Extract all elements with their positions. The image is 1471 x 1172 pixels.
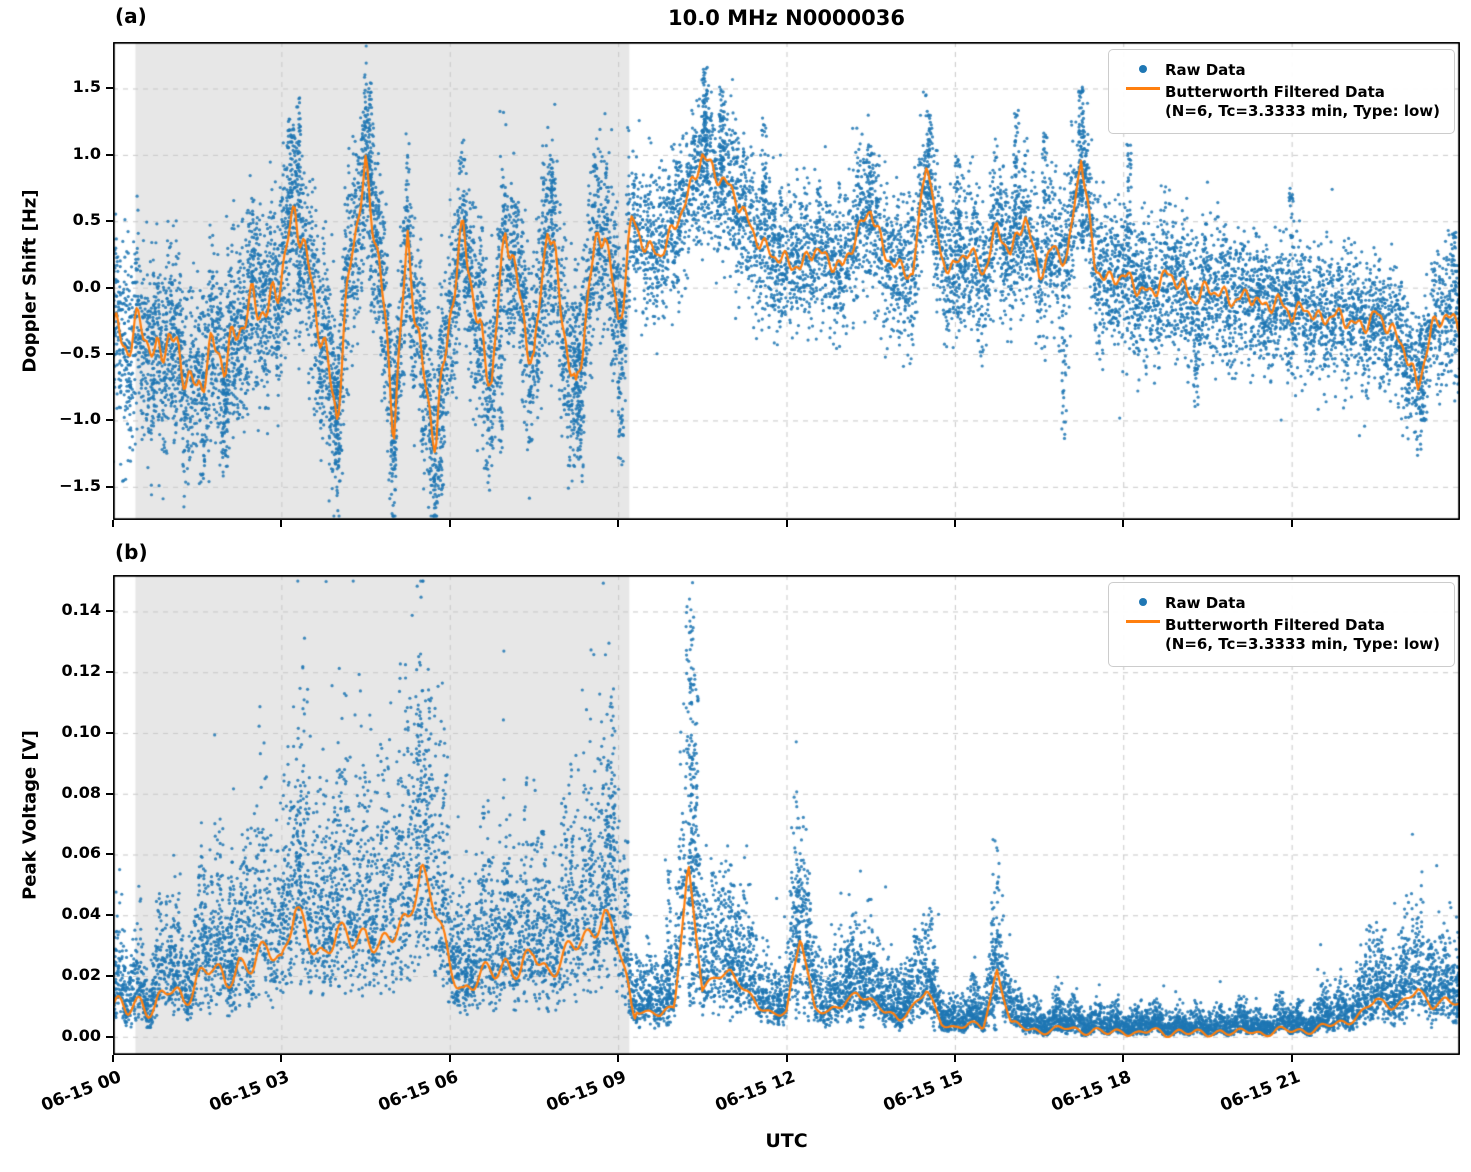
raw-data-marker-icon (1138, 598, 1147, 606)
x-tick-mark (448, 520, 451, 527)
y-tick-mark (106, 485, 113, 488)
y-tick-mark (106, 671, 113, 674)
y-tick-label: 0.06 (61, 843, 101, 863)
y-tick-mark (106, 220, 113, 223)
x-tick-label: 06-15 21 (1217, 1067, 1303, 1116)
x-tick-label: 06-15 18 (1048, 1067, 1135, 1116)
x-tick-mark (1122, 520, 1125, 527)
panel-b-ylabel: Peak Voltage [V] (19, 730, 41, 900)
y-tick-label: 0.04 (61, 904, 101, 924)
x-tick-mark (1122, 1055, 1125, 1062)
y-tick-label: −1.0 (59, 409, 101, 429)
y-tick-label: 0.00 (61, 1025, 101, 1045)
figure-title: 10.0 MHz N0000036 (668, 6, 905, 30)
legend-filtered-row: Butterworth Filtered Data (N=6, Tc=3.3333… (1121, 616, 1440, 655)
y-tick-label: 0.12 (61, 661, 101, 681)
legend-raw-row: Raw Data (1121, 61, 1440, 81)
panel-a-legend: Raw Data Butterworth Filtered Data (N=6, … (1107, 49, 1455, 134)
x-tick-label: 06-15 12 (712, 1067, 798, 1116)
x-tick-label: 06-15 15 (880, 1067, 967, 1116)
y-tick-label: −0.5 (59, 343, 101, 363)
legend-filtered-label-line1: Butterworth Filtered Data (1164, 615, 1385, 634)
legend-filtered-label-line2: (N=6, Tc=3.3333 min, Type: low) (1164, 635, 1440, 653)
x-tick-mark (1290, 520, 1293, 527)
x-tick-mark (953, 1055, 956, 1062)
legend-raw-label: Raw Data (1164, 61, 1246, 79)
x-tick-mark (785, 520, 788, 527)
x-tick-mark (112, 520, 114, 527)
y-tick-mark (106, 731, 113, 734)
y-tick-label: 0.08 (61, 782, 101, 802)
y-tick-mark (106, 914, 113, 917)
x-tick-mark (617, 520, 620, 527)
raw-data-marker-icon (1138, 65, 1147, 73)
x-tick-label: 06-15 09 (543, 1067, 630, 1116)
legend-filtered-row: Butterworth Filtered Data (N=6, Tc=3.3333… (1121, 83, 1440, 122)
legend-filtered-label-line2: (N=6, Tc=3.3333 min, Type: low) (1164, 102, 1440, 120)
panel-b-legend: Raw Data Butterworth Filtered Data (N=6, … (1107, 582, 1455, 667)
y-tick-mark (106, 610, 113, 613)
x-tick-label: 06-15 00 (38, 1067, 125, 1116)
x-axis-label: UTC (765, 1130, 808, 1152)
x-tick-mark (112, 1055, 114, 1062)
x-tick-mark (280, 520, 283, 527)
x-tick-mark (953, 520, 956, 527)
x-tick-mark (617, 1055, 620, 1062)
y-tick-mark (106, 853, 113, 856)
y-tick-mark (106, 975, 113, 977)
y-tick-mark (106, 353, 113, 356)
legend-raw-label: Raw Data (1164, 594, 1246, 612)
legend-filtered-label-line1: Butterworth Filtered Data (1164, 82, 1385, 101)
y-tick-mark (106, 87, 113, 90)
y-tick-label: 0.0 (72, 276, 101, 296)
y-tick-label: 1.0 (72, 143, 101, 163)
y-tick-mark (106, 1035, 113, 1038)
y-tick-mark (106, 419, 113, 422)
x-tick-mark (448, 1055, 451, 1062)
y-tick-label: 0.14 (61, 600, 101, 620)
filtered-line-marker-icon (1125, 619, 1160, 623)
y-tick-mark (106, 286, 113, 289)
y-tick-label: 0.5 (72, 210, 101, 230)
legend-raw-row: Raw Data (1121, 594, 1440, 614)
x-tick-label: 06-15 03 (206, 1067, 293, 1116)
y-tick-label: 0.02 (61, 965, 101, 984)
x-tick-mark (1290, 1055, 1293, 1062)
y-tick-label: 0.10 (61, 721, 101, 741)
x-tick-label: 06-15 06 (375, 1067, 461, 1116)
y-tick-mark (106, 792, 113, 795)
x-tick-mark (785, 1055, 788, 1062)
x-tick-mark (280, 1055, 283, 1062)
panel-b-label: (b) (115, 540, 148, 564)
panel-a-label: (a) (115, 4, 147, 28)
y-tick-label: −1.5 (59, 475, 101, 495)
filtered-line-marker-icon (1125, 86, 1160, 90)
y-tick-mark (106, 153, 113, 156)
y-tick-label: 1.5 (72, 77, 101, 97)
